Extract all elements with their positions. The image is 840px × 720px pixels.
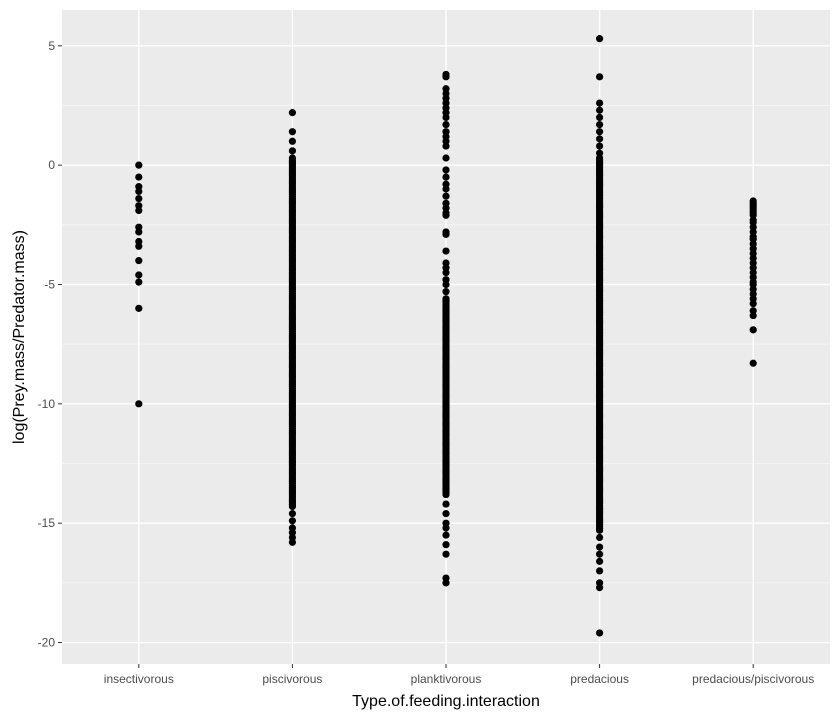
y-axis-title: log(Prey.mass/Predator.mass) [11, 230, 28, 444]
data-point [442, 73, 450, 81]
data-point [442, 500, 450, 508]
data-point [596, 35, 604, 43]
y-tick-label: 0 [48, 158, 55, 172]
data-point [442, 295, 450, 303]
data-point [596, 128, 604, 136]
data-point [442, 173, 450, 181]
data-point [442, 185, 450, 193]
data-point [596, 73, 604, 81]
data-point [442, 531, 450, 539]
data-point [596, 557, 604, 565]
data-point [288, 109, 296, 117]
data-point [135, 206, 143, 215]
data-point [596, 629, 604, 637]
data-point [288, 156, 296, 164]
data-point [596, 106, 604, 114]
data-point [288, 147, 296, 155]
x-axis-ticks: insectivorous piscivorous planktivorous pre… [104, 664, 814, 686]
data-point [135, 161, 143, 169]
data-point [288, 137, 296, 145]
y-tick-label: 5 [48, 39, 55, 53]
data-point [135, 228, 143, 236]
data-point [135, 304, 143, 312]
data-point [596, 113, 604, 122]
data-point [442, 211, 450, 219]
data-point [442, 166, 450, 174]
data-point [596, 550, 604, 558]
data-point [442, 268, 450, 277]
data-point [442, 288, 450, 296]
x-tick-label: piscivorous [262, 672, 322, 686]
y-tick-label: -20 [38, 636, 56, 650]
data-point [442, 510, 450, 518]
data-point [442, 579, 450, 587]
data-point [442, 280, 450, 289]
data-point [749, 359, 757, 367]
data-point [442, 113, 450, 122]
data-point [749, 311, 757, 320]
data-point [442, 142, 450, 150]
data-point [596, 154, 604, 162]
x-tick-label: planktivorous [411, 672, 482, 686]
data-point [442, 541, 450, 549]
data-point [288, 538, 296, 546]
data-point [596, 567, 604, 575]
data-point [596, 142, 604, 150]
y-tick-label: -5 [44, 277, 55, 291]
data-point [135, 257, 143, 265]
data-point [596, 120, 604, 129]
data-point [135, 187, 143, 196]
y-tick-label: -10 [38, 397, 56, 411]
data-point [442, 154, 450, 162]
data-point [596, 533, 604, 542]
data-point [596, 584, 604, 592]
x-tick-label: insectivorous [104, 672, 174, 686]
data-point [442, 192, 450, 200]
data-point [135, 242, 143, 250]
data-point [288, 517, 296, 525]
data-point [135, 173, 143, 181]
data-point [288, 128, 296, 136]
x-tick-label: predacious/piscivorous [692, 672, 814, 686]
data-points [135, 35, 757, 637]
data-point [442, 120, 450, 129]
data-point [596, 543, 604, 551]
data-point [288, 510, 296, 518]
data-point [596, 99, 604, 107]
data-point [135, 271, 143, 279]
x-tick-label: predacious [570, 672, 629, 686]
data-point [135, 194, 143, 203]
data-point [442, 230, 450, 238]
y-tick-label: -15 [38, 516, 56, 530]
data-point [442, 524, 450, 532]
data-point [749, 326, 757, 334]
data-point [135, 400, 143, 408]
data-point [749, 299, 757, 308]
data-point [596, 135, 604, 143]
data-point [442, 550, 450, 558]
data-point [135, 278, 143, 286]
data-point [442, 247, 450, 255]
x-axis-title: Type.of.feeding.interaction [352, 693, 540, 710]
y-axis-ticks: 5 0 -5 -10 -15 -20 [38, 39, 62, 650]
